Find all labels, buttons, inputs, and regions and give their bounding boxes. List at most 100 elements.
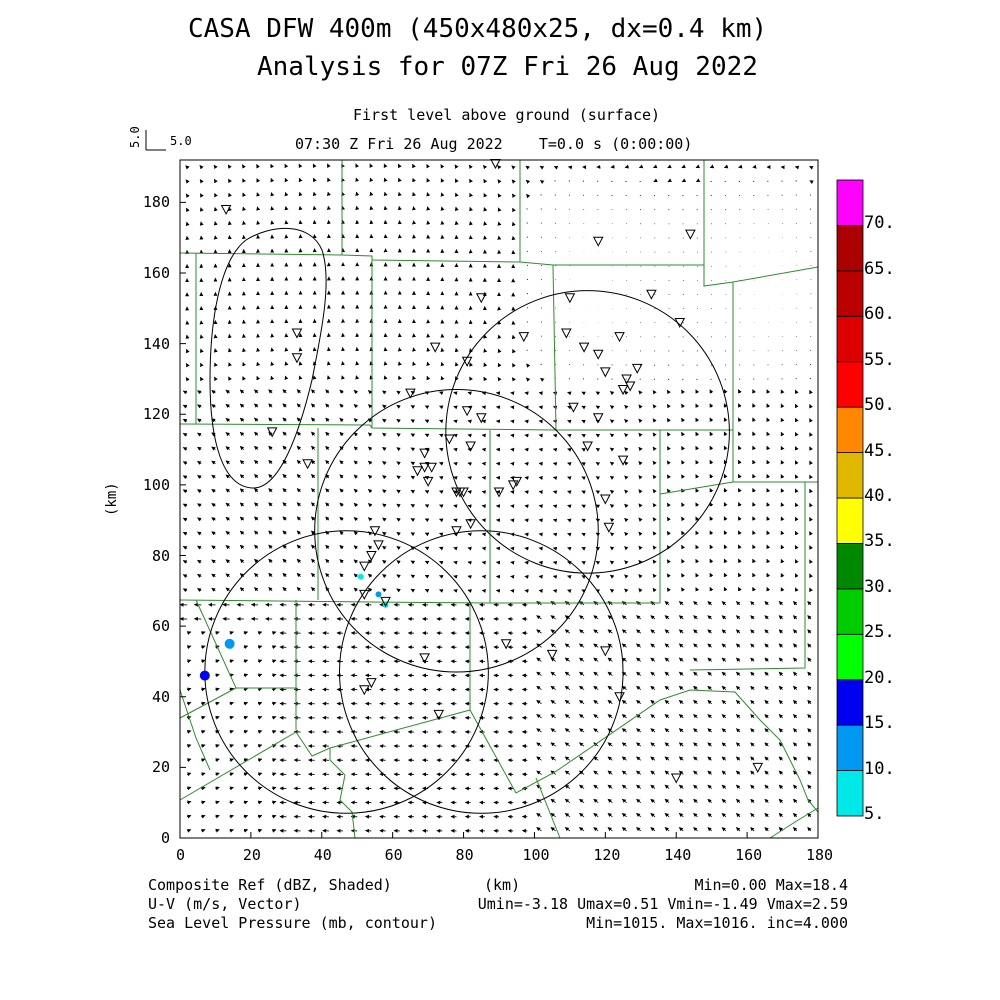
wind-vector — [311, 558, 316, 564]
wind-vector — [710, 350, 712, 352]
wind-vector — [298, 177, 303, 183]
wind-vector — [353, 403, 359, 409]
wind-vector — [764, 657, 769, 662]
wind-vector — [579, 756, 585, 761]
wind-vector — [454, 347, 459, 353]
wind-vector — [695, 445, 700, 451]
wind-vector — [312, 191, 317, 197]
wind-vector — [325, 544, 330, 550]
wind-vector — [766, 459, 771, 465]
wind-vector — [243, 659, 249, 664]
wind-vector — [382, 559, 387, 564]
wind-vector — [609, 518, 615, 523]
wind-vector — [426, 347, 431, 352]
colorbar-segment — [836, 543, 864, 590]
wind-vector — [284, 375, 289, 381]
wind-vector — [552, 504, 558, 509]
wind-vector — [239, 389, 245, 394]
wind-vector — [467, 391, 472, 396]
wind-vector — [284, 177, 289, 183]
wind-vector — [650, 827, 656, 832]
wind-vector — [809, 377, 812, 380]
wind-vector — [795, 587, 799, 592]
wind-vector — [621, 643, 627, 648]
wind-vector — [678, 629, 684, 634]
wind-vector — [707, 685, 712, 691]
wind-vector — [750, 643, 755, 648]
wind-vector — [764, 699, 769, 705]
station-marker — [493, 487, 505, 498]
wind-vector — [564, 827, 571, 832]
wind-vector — [325, 460, 330, 465]
wind-vector — [693, 643, 698, 648]
station-marker — [458, 487, 469, 498]
wind-vector — [398, 177, 402, 183]
wind-vector — [439, 546, 444, 551]
colorbar-segment — [836, 315, 864, 363]
wind-vector — [426, 375, 431, 381]
wind-vector — [709, 403, 714, 408]
wind-vector — [809, 517, 813, 522]
wind-vector — [780, 488, 785, 493]
wind-vector — [272, 715, 277, 720]
wind-vector — [282, 389, 287, 394]
wind-vector — [693, 742, 698, 747]
wind-vector — [567, 419, 572, 424]
wind-vector — [211, 390, 216, 395]
wind-vector — [609, 447, 615, 452]
wind-vector — [410, 532, 416, 537]
wind-vector — [795, 417, 799, 423]
wind-vector — [228, 362, 232, 367]
wind-vector — [621, 728, 627, 733]
station-marker — [631, 363, 643, 374]
wind-vector — [710, 378, 712, 380]
wind-vector — [764, 812, 769, 818]
wind-vector — [652, 559, 657, 564]
wind-vector — [707, 657, 712, 662]
wind-vector — [738, 572, 742, 578]
wind-vector — [795, 502, 799, 508]
wind-vector — [185, 377, 190, 382]
wind-vector — [564, 742, 571, 747]
wind-vector — [723, 445, 728, 451]
wind-vector — [650, 812, 656, 818]
wind-vector — [550, 714, 556, 719]
wind-vector — [636, 615, 642, 620]
wind-vector — [467, 476, 472, 480]
wind-vector — [621, 685, 627, 690]
wind-vector — [693, 756, 698, 761]
wind-vector — [383, 347, 388, 352]
wind-vector — [638, 404, 643, 409]
wind-vector — [752, 417, 756, 422]
wind-vector — [282, 586, 287, 592]
wind-vector — [469, 376, 473, 381]
station-marker — [614, 332, 625, 343]
wind-vector — [325, 445, 330, 451]
wind-vector — [483, 178, 488, 184]
wind-vector — [199, 376, 204, 382]
wind-vector — [636, 629, 642, 634]
wind-vector — [636, 756, 642, 761]
wind-vector — [721, 812, 727, 818]
wind-vector — [412, 361, 417, 366]
title-line-1: CASA DFW 400m (450x480x25, dx=0.4 km) — [188, 14, 768, 44]
wind-vector — [621, 742, 627, 747]
wind-vector — [239, 417, 245, 422]
valid-time-label: 07:30 Z Fri 26 Aug 2022 T=0.0 s (0:00:00… — [295, 135, 693, 153]
wind-vector — [225, 446, 230, 451]
wind-vector — [229, 786, 234, 791]
wind-vector — [709, 558, 714, 564]
station-marker — [600, 367, 611, 378]
wind-vector — [593, 728, 599, 733]
wind-vector — [268, 389, 273, 394]
wind-vector — [339, 474, 344, 479]
wind-vector — [469, 178, 473, 184]
wind-vector — [424, 405, 430, 410]
wind-vector — [564, 671, 571, 676]
wind-vector — [396, 517, 401, 522]
wind-vector — [228, 192, 232, 198]
wind-vector — [750, 784, 755, 789]
wind-vector — [243, 687, 249, 692]
wind-vector — [467, 504, 472, 509]
wind-vector — [709, 431, 714, 437]
